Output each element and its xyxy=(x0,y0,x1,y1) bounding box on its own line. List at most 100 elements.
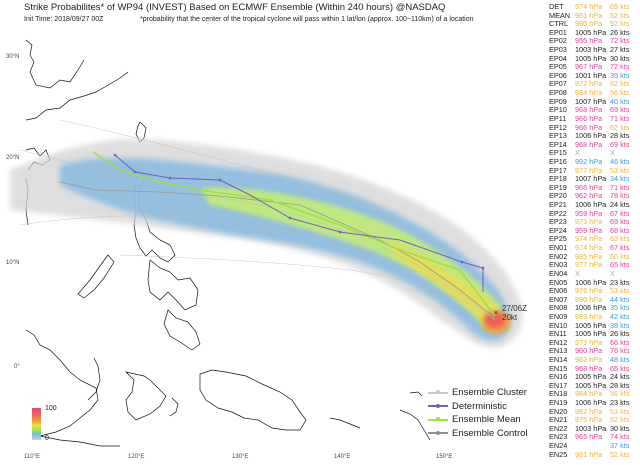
member-row: DET 974 hPa 69 kts xyxy=(549,2,639,12)
member-pressure: 966 hPa xyxy=(575,122,603,132)
member-pressure: 973 hPa xyxy=(575,217,603,227)
member-row: EN24 37 kts xyxy=(549,441,639,451)
lat-label: 20°N xyxy=(6,155,20,161)
member-pressure: 1005 hPa xyxy=(575,372,607,382)
member-id: EN25 xyxy=(549,449,568,459)
member-pressure: 1005 hPa xyxy=(575,27,607,37)
member-wind: 69 kts xyxy=(610,2,630,11)
init-time: Init Time: 2018/09/27 00Z xyxy=(24,16,104,23)
member-row: EN20 982 hPa 53 kts xyxy=(549,407,639,417)
member-id: EP14 xyxy=(549,139,567,149)
member-pressure: 965 hPa xyxy=(575,432,603,442)
position-time: 27/06Z xyxy=(502,304,527,313)
member-pressure: 968 hPa xyxy=(575,139,603,149)
member-wind: 72 kts xyxy=(610,62,630,72)
member-id: EP07 xyxy=(549,79,567,89)
member-id: EP11 xyxy=(549,113,567,123)
member-wind: 30 kts xyxy=(610,423,630,433)
member-wind: 56 kts xyxy=(610,88,630,98)
legend-item-mean: Ensemble Mean xyxy=(428,413,528,427)
member-row: EP06 1001 hPa 39 kts xyxy=(549,71,639,81)
member-id: EN16 xyxy=(549,372,568,382)
member-id: EN10 xyxy=(549,320,568,330)
member-pressure: 1006 hPa xyxy=(575,131,607,141)
member-id: EP03 xyxy=(549,45,567,55)
member-id: EN04 xyxy=(549,268,568,278)
member-row: EP09 1007 hPa 40 kts xyxy=(549,97,639,107)
member-wind: 24 kts xyxy=(610,372,630,382)
member-wind: 37 kts xyxy=(610,441,630,451)
member-pressure: 1006 hPa xyxy=(575,277,607,287)
member-pressure: 973 hPa xyxy=(575,337,603,347)
member-wind: 42 kts xyxy=(610,311,630,321)
member-pressure: 974 hPa xyxy=(575,243,603,253)
member-id: EN03 xyxy=(549,260,568,270)
member-row: EP19 966 hPa 71 kts xyxy=(549,182,639,193)
member-id: EN21 xyxy=(549,415,568,425)
member-id: EN07 xyxy=(549,294,568,304)
member-row: EP20 962 hPa 78 kts xyxy=(549,192,639,201)
deterministic-points xyxy=(113,153,485,270)
member-row: CTRL 980 hPa 52 kts xyxy=(549,20,639,29)
colorbar-min-label: 0 xyxy=(45,435,49,442)
member-pressure: 966 hPa xyxy=(575,182,603,192)
member-wind: 78 kts xyxy=(610,191,630,201)
probability-swath xyxy=(10,139,523,348)
member-pressure: 1006 hPa xyxy=(575,303,607,313)
member-pressure: 1005 hPa xyxy=(575,380,607,390)
member-row: EP11 966 hPa 71 kts xyxy=(549,113,639,124)
member-row: EN08 1006 hPa 35 kts xyxy=(549,304,639,313)
member-id: EP19 xyxy=(549,182,567,192)
member-row: EN01 974 hPa 67 kts xyxy=(549,243,639,253)
control-track xyxy=(59,181,496,319)
member-wind: 53 kts xyxy=(610,286,630,296)
current-position-label: 27/06Z 20kt xyxy=(502,304,527,322)
member-row: EN04 X X xyxy=(549,268,639,279)
member-row: EN12 973 hPa 66 kts xyxy=(549,337,639,348)
member-id: EP13 xyxy=(549,131,567,141)
member-row: EN07 990 hPa 44 kts xyxy=(549,294,639,305)
member-wind: 27 kts xyxy=(610,45,630,55)
member-row: EN06 976 hPa 53 kts xyxy=(549,286,639,296)
member-wind: X xyxy=(610,148,615,158)
member-pressure: 968 hPa xyxy=(575,363,603,373)
member-id: EN12 xyxy=(549,337,568,347)
member-pressure: X xyxy=(575,268,580,278)
member-id: EN01 xyxy=(549,243,568,253)
member-row: EN16 1005 hPa 24 kts xyxy=(549,373,639,382)
member-id: EN09 xyxy=(549,311,568,321)
member-wind: 76 kts xyxy=(610,346,630,356)
member-wind: 71 kts xyxy=(610,182,630,192)
member-id: CTRL xyxy=(549,19,569,29)
lon-label: 150°E xyxy=(436,454,453,460)
lat-label: 10°N xyxy=(6,260,20,266)
member-id: EP01 xyxy=(549,27,567,37)
member-row: EN19 1006 hPa 23 kts xyxy=(549,398,639,408)
member-pressure: 974 hPa xyxy=(575,2,603,11)
member-row: EP14 968 hPa 69 kts xyxy=(549,139,639,150)
member-row: EN22 1003 hPa 30 kts xyxy=(549,423,639,434)
member-row: EP12 966 hPa 62 kts xyxy=(549,122,639,133)
member-pressure: 955 hPa xyxy=(575,36,603,46)
member-row: EP04 1005 hPa 30 kts xyxy=(549,54,639,64)
lat-label: 0° xyxy=(14,364,20,370)
member-row: EP02 955 hPa 72 kts xyxy=(549,37,639,46)
member-row: EP03 1003 hPa 27 kts xyxy=(549,45,639,55)
member-pressure: X xyxy=(575,148,580,158)
member-pressure: 977 hPa xyxy=(575,165,603,175)
member-row: EN18 984 hPa 56 kts xyxy=(549,390,639,399)
member-wind: 26 kts xyxy=(610,27,630,37)
member-row: EP08 984 hPa 56 kts xyxy=(549,88,639,98)
member-id: EN18 xyxy=(549,389,568,399)
member-id: EN13 xyxy=(549,346,568,356)
member-id: EP23 xyxy=(549,217,567,227)
page-title: Strike Probabilites* of WP94 (INVEST) Ba… xyxy=(24,2,446,13)
member-wind: 65 kts xyxy=(610,260,630,270)
member-pressure: 1005 hPa xyxy=(575,329,607,339)
lon-label: 110°E xyxy=(24,454,40,460)
member-id: EP17 xyxy=(549,165,567,175)
member-wind: 52 kts xyxy=(610,10,630,20)
member-id: EN23 xyxy=(549,432,568,442)
member-id: MEAN xyxy=(549,10,571,20)
member-intensity-list: DET 974 hPa 69 kts MEAN 981 hPa 52 kts CTRL 980… xyxy=(549,2,639,459)
